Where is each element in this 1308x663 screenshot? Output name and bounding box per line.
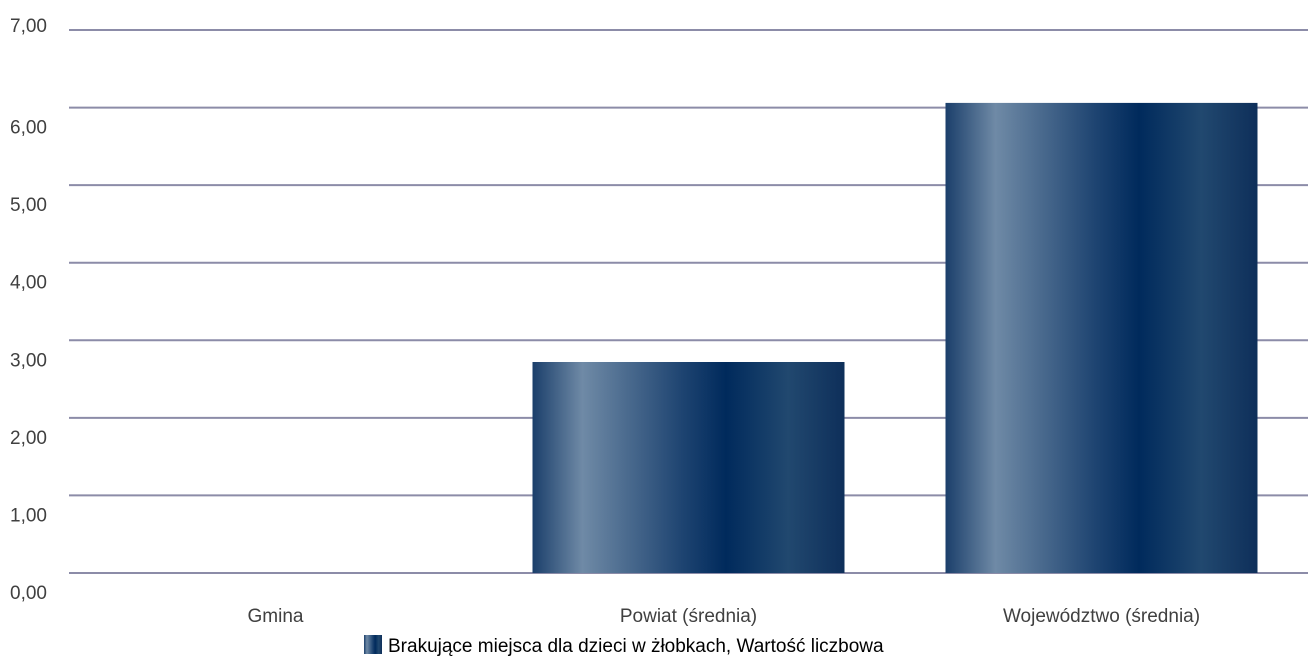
legend-label: Brakujące miejsca dla dzieci w żłobkach,… — [388, 636, 884, 657]
legend-swatch — [364, 635, 382, 654]
y-tick-label: 5,00 — [10, 195, 47, 216]
x-tick-label: Powiat (średnia) — [620, 606, 757, 627]
x-tick-label: Gmina — [248, 606, 304, 627]
bars — [532, 102, 1258, 574]
y-axis-tick-labels: 0,00 1,00 2,00 3,00 4,00 5,00 6,00 7,00 — [10, 16, 47, 604]
y-tick-label: 1,00 — [10, 505, 47, 526]
x-tick-label: Województwo (średnia) — [1003, 606, 1200, 627]
x-axis-tick-labels: Gmina Powiat (średnia) Województwo (średni… — [248, 606, 1201, 627]
y-tick-label: 6,00 — [10, 118, 47, 139]
y-tick-label: 0,00 — [10, 583, 47, 604]
y-tick-label: 2,00 — [10, 428, 47, 449]
legend: Brakujące miejsca dla dzieci w żłobkach,… — [364, 635, 884, 657]
bar-2 — [945, 102, 1258, 574]
bar-1 — [532, 362, 845, 573]
y-tick-label: 4,00 — [10, 273, 47, 294]
y-tick-label: 3,00 — [10, 350, 47, 371]
y-tick-label: 7,00 — [10, 16, 47, 37]
